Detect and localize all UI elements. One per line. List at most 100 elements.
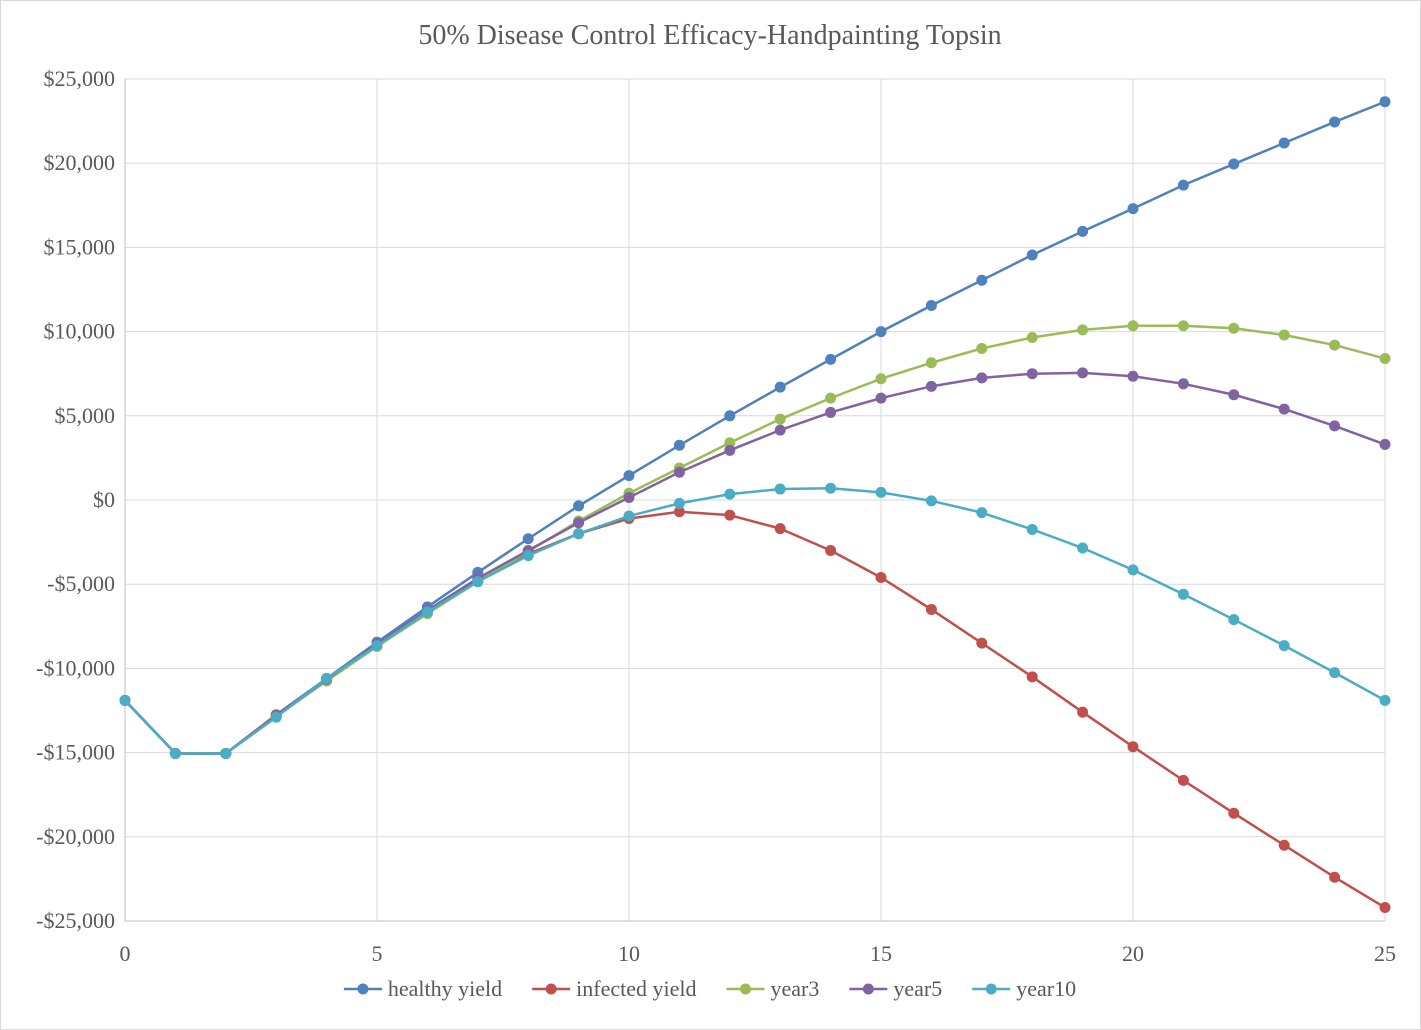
data-point	[976, 342, 988, 354]
data-point	[1329, 667, 1341, 679]
data-point	[421, 606, 433, 618]
data-point	[1026, 249, 1038, 261]
data-point	[673, 497, 685, 509]
legend-label: infected yield	[576, 976, 696, 1001]
data-point	[119, 694, 131, 706]
series-line	[124, 510, 1386, 909]
data-point	[976, 372, 988, 384]
data-point	[1228, 614, 1240, 626]
legend-label: year3	[771, 976, 820, 1001]
x-tick-label: 25	[1374, 941, 1396, 966]
data-point	[875, 486, 887, 498]
data-point	[1077, 706, 1089, 718]
legend-item: year3	[726, 976, 820, 1001]
data-point	[976, 507, 988, 519]
data-point	[1077, 324, 1089, 336]
data-point	[1127, 564, 1139, 576]
data-point	[1127, 370, 1139, 382]
data-point	[1329, 871, 1341, 883]
legend-marker	[862, 983, 874, 995]
data-point	[1077, 225, 1089, 237]
data-point	[875, 571, 887, 583]
y-tick-label: $5,000	[55, 403, 116, 428]
series-line	[124, 324, 1386, 755]
series-line	[124, 486, 1386, 755]
legend-item: healthy yield	[343, 976, 502, 1001]
y-tick-label: -$10,000	[36, 655, 115, 680]
data-point	[1077, 367, 1089, 379]
x-tick-label: 0	[120, 941, 131, 966]
legend-marker	[545, 983, 557, 995]
data-point	[774, 523, 786, 535]
y-tick-label: $25,000	[44, 66, 116, 91]
x-tick-label: 5	[372, 941, 383, 966]
y-tick-label: $15,000	[44, 234, 116, 259]
data-point	[1379, 902, 1391, 914]
data-point	[673, 506, 685, 518]
data-point	[1026, 523, 1038, 535]
y-tick-label: $10,000	[44, 319, 116, 344]
data-point	[270, 711, 282, 723]
data-point	[875, 373, 887, 385]
data-point	[1278, 329, 1290, 341]
data-point	[1177, 774, 1189, 786]
data-point	[623, 491, 635, 503]
data-point	[623, 510, 635, 522]
data-point	[976, 637, 988, 649]
data-point	[1177, 378, 1189, 390]
data-point	[774, 483, 786, 495]
data-point	[371, 640, 383, 652]
series-healthy-yield	[119, 96, 1391, 759]
legend-label: year10	[1016, 976, 1076, 1001]
data-point	[673, 439, 685, 451]
series-infected-yield	[119, 506, 1391, 914]
data-point	[925, 357, 937, 369]
data-point	[1127, 320, 1139, 332]
data-point	[522, 533, 534, 545]
y-tick-label: -$15,000	[36, 740, 115, 765]
gridlines	[124, 78, 1386, 922]
legend-marker	[740, 983, 752, 995]
data-point	[573, 500, 585, 512]
data-point	[220, 747, 232, 759]
data-point	[825, 353, 837, 365]
data-point	[925, 495, 937, 507]
data-point	[875, 392, 887, 404]
series-year10	[119, 482, 1391, 759]
data-point	[169, 747, 181, 759]
data-point	[774, 413, 786, 425]
data-point	[825, 545, 837, 557]
data-point	[724, 437, 736, 449]
data-point	[1228, 322, 1240, 334]
legend-item: year5	[849, 976, 942, 1001]
data-point	[1127, 203, 1139, 215]
data-point	[1278, 640, 1290, 652]
data-point	[1228, 389, 1240, 401]
data-point	[724, 488, 736, 500]
data-point	[573, 517, 585, 529]
y-tick-label: -$20,000	[36, 824, 115, 849]
data-point	[825, 406, 837, 418]
legend-label: year5	[893, 976, 942, 1001]
data-point	[1379, 438, 1391, 450]
data-point	[724, 509, 736, 521]
legend: healthy yield infected yield year3 year5 yea…	[343, 976, 1076, 1001]
data-point	[1177, 320, 1189, 332]
data-point	[1177, 179, 1189, 191]
data-point	[1177, 588, 1189, 600]
data-point	[1379, 96, 1391, 108]
data-point	[1026, 368, 1038, 380]
data-point	[522, 550, 534, 562]
data-point	[1026, 331, 1038, 343]
series-year3	[119, 320, 1391, 759]
series-year5	[119, 367, 1391, 759]
legend-marker	[357, 983, 369, 995]
data-point	[1077, 542, 1089, 554]
data-point	[1379, 694, 1391, 706]
data-point	[1278, 137, 1290, 149]
chart-title: 50% Disease Control Efficacy-Handpaintin…	[418, 20, 1001, 51]
legend-item: infected yield	[532, 976, 697, 1001]
x-tick-label: 20	[1122, 941, 1144, 966]
x-tick-label: 15	[870, 941, 892, 966]
